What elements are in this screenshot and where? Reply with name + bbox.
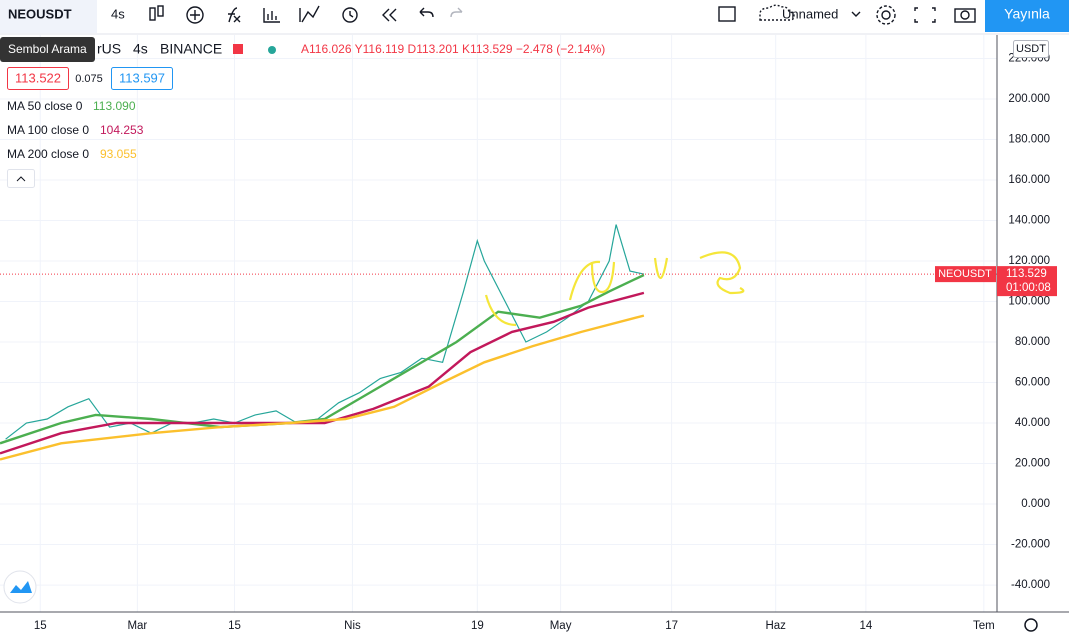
settings-icon[interactable] — [1024, 618, 1038, 632]
x-tick-label: 15 — [34, 620, 47, 632]
x-tick-label: 15 — [228, 620, 241, 632]
y-tick-label: 20.000 — [1015, 458, 1050, 470]
sell-box[interactable] — [7, 67, 69, 90]
drawing — [484, 251, 745, 327]
logo-mark — [10, 581, 32, 593]
legend-pair: rUS — [97, 41, 121, 57]
x-tick-label: 17 — [665, 620, 678, 632]
y-tick-label: 40.000 — [1015, 417, 1050, 429]
x-tick-label: Haz — [765, 620, 786, 632]
spread: 0.075 — [75, 73, 103, 85]
y-tick-label: 120.000 — [1008, 255, 1050, 267]
interval[interactable]: 4s — [111, 6, 125, 21]
symbol-tag — [935, 266, 996, 283]
y-tick-label: 160.000 — [1008, 174, 1050, 186]
tooltip — [0, 37, 95, 62]
y-tick-label: 60.000 — [1015, 377, 1050, 389]
buy-box[interactable] — [111, 67, 173, 90]
ma-legend-value: 113.090 — [93, 99, 136, 113]
y-tick-label: 100.000 — [1008, 296, 1050, 308]
collapse-button[interactable] — [7, 169, 35, 188]
y-tick-label: 200.000 — [1008, 93, 1050, 105]
x-tick-label: Nis — [344, 620, 361, 632]
logo[interactable] — [3, 570, 37, 604]
plot — [0, 35, 997, 612]
currency-box[interactable] — [1013, 40, 1049, 58]
x-tick-label: Mar — [127, 620, 147, 632]
symbol[interactable]: NEOUSDT — [8, 6, 72, 21]
x-tick-label: 19 — [471, 620, 484, 632]
collapse-icon[interactable] — [16, 176, 26, 182]
toolbar-icons[interactable] — [149, 4, 976, 25]
y-tick-label: 140.000 — [1008, 215, 1050, 227]
y-tick-label: -40.000 — [1011, 579, 1050, 591]
series-line — [5, 224, 645, 440]
price-tag-value: 113.529 — [1006, 268, 1047, 280]
ma-legend-value: 93.055 — [100, 147, 137, 161]
ma-legend-name: MA 100 close 0 — [7, 123, 89, 137]
ma-legend-name: MA 50 close 0 — [7, 99, 83, 113]
ma-legend-name: MA 200 close 0 — [7, 147, 89, 161]
ohlc: A116.026 Y116.119 D113.201 K113.529 −2.4… — [301, 42, 605, 56]
tooltip-text: Sembol Arama — [8, 42, 87, 56]
legend-exchange: BINANCE — [160, 41, 222, 57]
symbol-box[interactable] — [0, 0, 97, 33]
x-tick-label: May — [550, 620, 572, 632]
price-axis — [997, 35, 1069, 612]
buy-price[interactable]: 113.597 — [119, 70, 165, 85]
price-tag — [997, 266, 1057, 297]
price-tag-countdown: 01:00:08 — [1006, 282, 1051, 294]
publish-label[interactable]: Yayınla — [1004, 6, 1050, 22]
symbol-tag-label: NEOUSDT — [938, 268, 992, 280]
series-line — [0, 314, 645, 461]
y-tick-label: 180.000 — [1008, 134, 1050, 146]
publish-button[interactable] — [985, 0, 1069, 32]
legend-interval: 4s — [133, 41, 148, 57]
series-line — [0, 291, 645, 455]
y-tick-label: -20.000 — [1011, 539, 1050, 551]
flag[interactable] — [233, 44, 243, 54]
x-tick-label: Tem — [973, 620, 995, 632]
status-dot — [268, 46, 276, 54]
currency[interactable]: USDT — [1016, 43, 1046, 55]
ma-legend-value: 104.253 — [100, 123, 144, 137]
toolbar — [0, 0, 1069, 34]
series-line — [0, 273, 645, 445]
layout-name[interactable]: Unnamed — [782, 6, 838, 21]
y-tick-label: 80.000 — [1015, 336, 1050, 348]
sell-price[interactable]: 113.522 — [15, 70, 61, 85]
y-tick-label: 0.000 — [1021, 498, 1050, 510]
x-tick-label: 14 — [859, 620, 872, 632]
time-axis — [0, 612, 1069, 641]
